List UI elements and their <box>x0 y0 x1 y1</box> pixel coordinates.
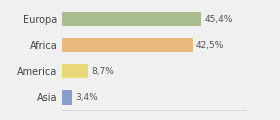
Text: 3,4%: 3,4% <box>75 93 98 102</box>
Bar <box>62 38 193 52</box>
Bar <box>62 64 88 78</box>
Text: 45,4%: 45,4% <box>204 15 233 24</box>
Bar <box>62 90 72 105</box>
Text: 42,5%: 42,5% <box>195 41 224 50</box>
Text: 8,7%: 8,7% <box>92 67 114 76</box>
Bar <box>62 12 201 26</box>
